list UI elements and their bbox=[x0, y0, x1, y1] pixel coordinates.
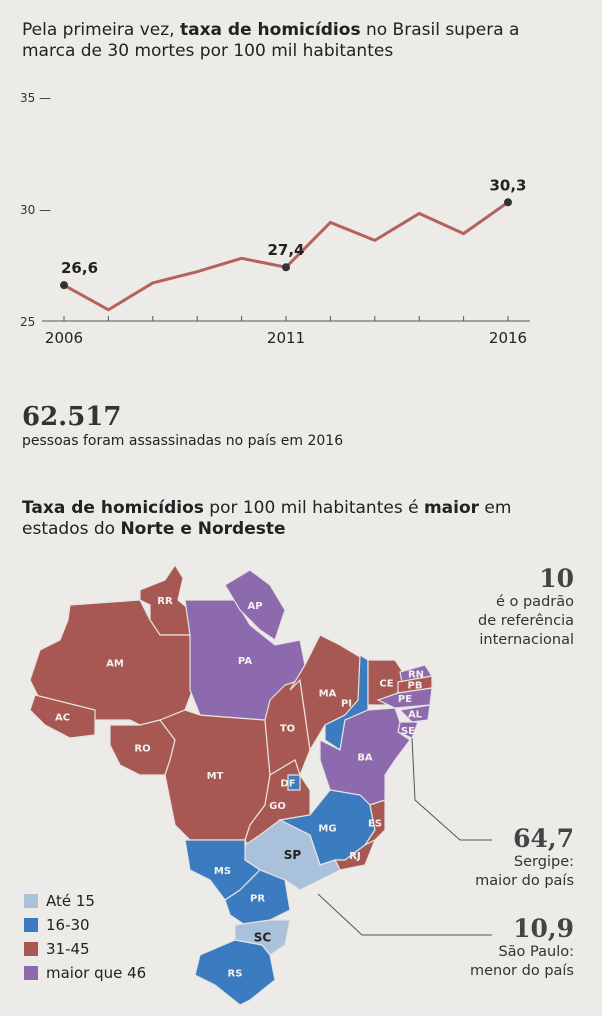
state-ac bbox=[29, 694, 96, 739]
state-ap bbox=[224, 569, 286, 641]
state-rs bbox=[194, 939, 276, 1006]
state-label: TO bbox=[280, 724, 295, 735]
data-point bbox=[60, 281, 68, 290]
state-label: PR bbox=[250, 894, 265, 905]
state-label: GO bbox=[269, 801, 286, 812]
state-label: DF bbox=[280, 779, 295, 790]
chart-headline: Pela primeira vez, taxa de homicídios no… bbox=[22, 20, 542, 62]
state-al bbox=[398, 704, 431, 723]
headline-text-end: no Brasil supera a marca de 30 mortes po… bbox=[22, 20, 520, 61]
legend-label: 31-45 bbox=[46, 940, 90, 958]
state-label: SE bbox=[401, 726, 415, 737]
state-label: SC bbox=[254, 931, 272, 945]
legend-item-31-45: 31-45 bbox=[24, 940, 90, 958]
state-df bbox=[287, 774, 301, 791]
note-line: de referência bbox=[478, 613, 574, 629]
legend-item-16-30: 16-30 bbox=[24, 916, 90, 934]
legend-swatch bbox=[24, 918, 38, 932]
data-point bbox=[504, 198, 512, 207]
data-point bbox=[282, 263, 290, 272]
legend-label: maior que 46 bbox=[46, 964, 147, 982]
state-label: ES bbox=[368, 819, 382, 830]
x-tick-label: 2006 bbox=[45, 329, 83, 347]
note-line: menor do país bbox=[469, 963, 574, 979]
state-label: PE bbox=[398, 694, 412, 705]
sergipe-leader-line bbox=[411, 737, 492, 841]
state-label: PB bbox=[408, 681, 423, 692]
map-title-bold-2: maior bbox=[423, 498, 480, 518]
map-title-text-2: em estados do bbox=[22, 498, 512, 539]
legend-swatch bbox=[24, 942, 38, 956]
legend-label: Até 15 bbox=[46, 892, 95, 910]
state-label: SP bbox=[284, 848, 302, 862]
note-international: 10 é o padrão de referência internacional bbox=[478, 565, 574, 650]
state-label: BA bbox=[357, 753, 373, 764]
y-tick-label: 35 — bbox=[20, 91, 51, 105]
state-label: PI bbox=[341, 699, 352, 710]
legend-label: 16-30 bbox=[46, 916, 90, 934]
x-tick-label: 2011 bbox=[267, 329, 305, 347]
state-label: RS bbox=[228, 969, 243, 980]
data-label: 26,6 bbox=[61, 259, 98, 277]
data-label: 27,4 bbox=[267, 241, 304, 259]
note-number: 10 bbox=[539, 564, 574, 593]
map-title-bold-3: Norte e Nordeste bbox=[120, 519, 286, 539]
stat-number: 62.517 bbox=[22, 402, 122, 432]
x-tick-label: 2016 bbox=[489, 329, 527, 347]
headline-bold: taxa de homicídios bbox=[179, 20, 361, 40]
legend-item-ate-15: Até 15 bbox=[24, 892, 95, 910]
state-label: AP bbox=[247, 601, 262, 612]
state-label: MA bbox=[319, 689, 337, 700]
state-label: RN bbox=[408, 670, 424, 681]
state-label: PA bbox=[238, 656, 252, 667]
y-tick-label: 25 bbox=[20, 315, 35, 329]
note-number: 64,7 bbox=[513, 824, 574, 853]
note-line: São Paulo: bbox=[498, 944, 574, 960]
state-label: MT bbox=[207, 771, 224, 782]
legend-item-maior-46: maior que 46 bbox=[24, 964, 146, 982]
state-label: AC bbox=[55, 713, 70, 724]
saopaulo-leader-line bbox=[317, 893, 492, 936]
data-label: 30,3 bbox=[489, 176, 526, 194]
state-pr bbox=[224, 869, 291, 926]
note-sergipe: 64,7 Sergipe: maior do país bbox=[475, 825, 574, 891]
state-am bbox=[29, 599, 201, 726]
state-label: AM bbox=[106, 659, 124, 670]
stat-text: pessoas foram assassinadas no país em 20… bbox=[22, 433, 344, 449]
state-label: RO bbox=[134, 744, 150, 755]
note-line: maior do país bbox=[475, 873, 574, 889]
state-label: RJ bbox=[349, 851, 360, 862]
note-line: é o padrão bbox=[495, 594, 574, 610]
state-label: MS bbox=[214, 866, 231, 877]
state-label: MG bbox=[318, 824, 336, 835]
note-line: internacional bbox=[479, 632, 574, 648]
state-label: CE bbox=[379, 679, 393, 690]
state-label: AL bbox=[408, 710, 423, 721]
y-tick-label: 30 — bbox=[20, 203, 51, 217]
headline-text: Pela primeira vez, bbox=[22, 20, 180, 40]
note-line: Sergipe: bbox=[513, 854, 574, 870]
note-sao-paulo: 10,9 São Paulo: menor do país bbox=[470, 915, 574, 981]
legend-swatch bbox=[24, 894, 38, 908]
state-label: RR bbox=[157, 596, 173, 607]
map-title: Taxa de homicídios por 100 mil habitante… bbox=[22, 498, 542, 540]
map-title-text-1: por 100 mil habitantes é bbox=[203, 498, 424, 518]
map-title-bold-1: Taxa de homicídios bbox=[22, 498, 204, 518]
note-number: 10,9 bbox=[513, 914, 574, 943]
state-pe bbox=[376, 687, 433, 709]
line-chart: 35 — 30 — 25 2006 2011 2016 26,6 27,4 30,3 bbox=[20, 91, 530, 347]
legend-swatch bbox=[24, 966, 38, 980]
